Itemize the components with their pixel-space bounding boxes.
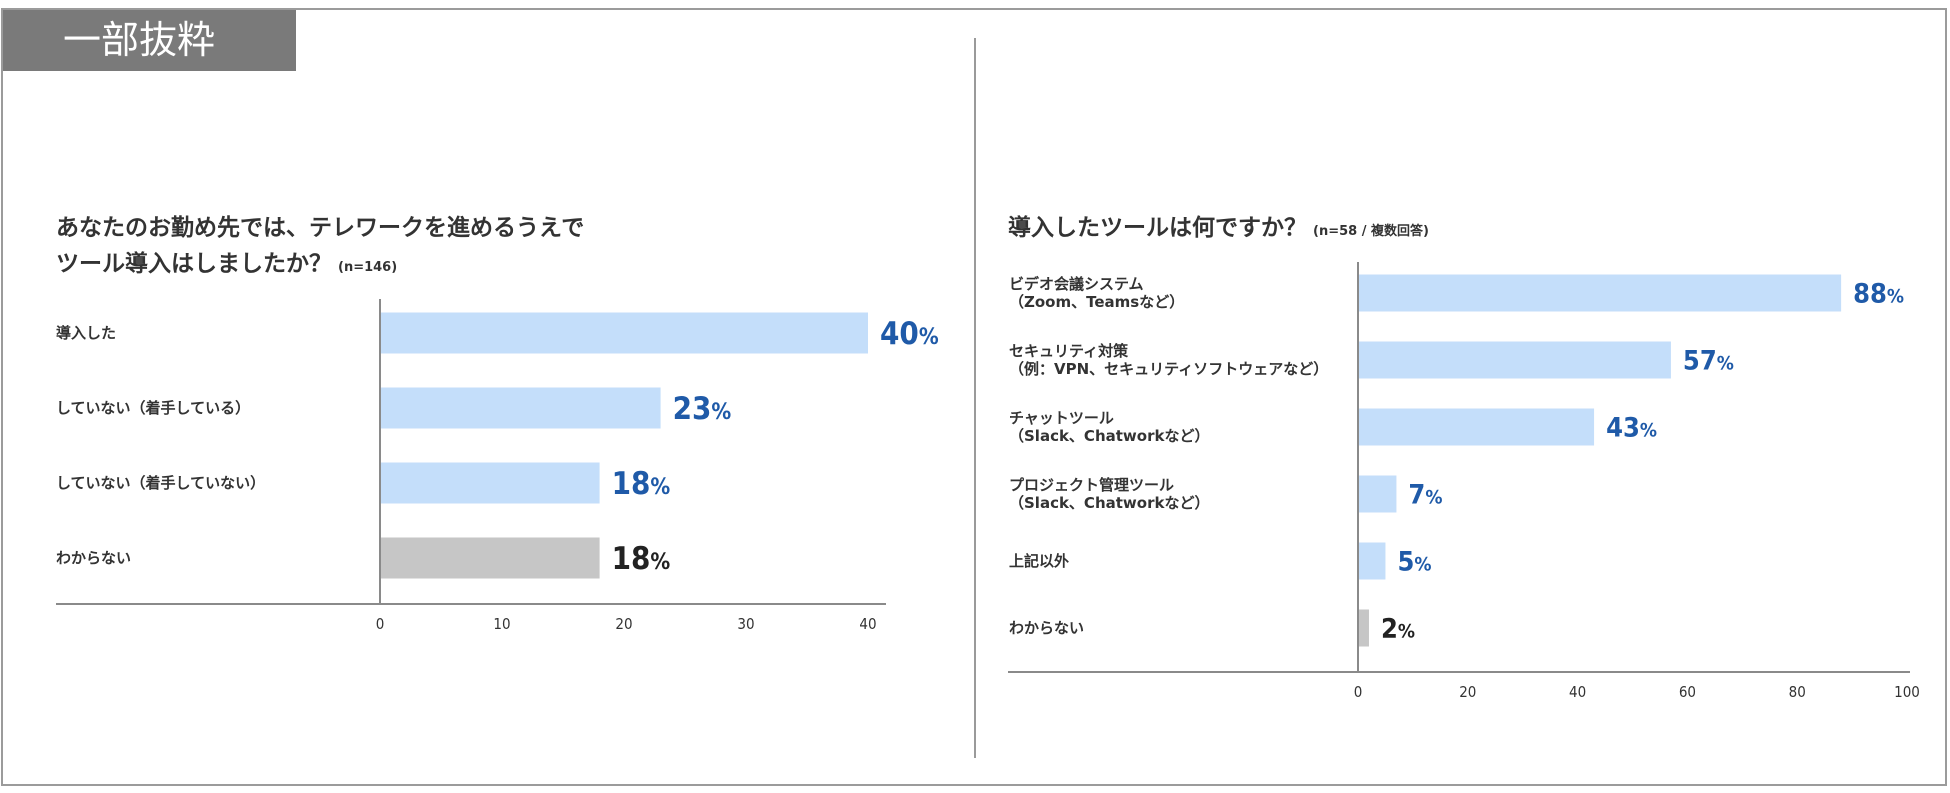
- chart2-category-label: プロジェクト管理ツール: [1009, 476, 1174, 494]
- chart2-title: 導入したツールは何ですか？ (n=58 / 複数回答): [1008, 210, 1429, 250]
- chart1-category-label: 導入した: [56, 324, 116, 342]
- chart1-value-label: 18%: [612, 466, 671, 502]
- chart1-value-unit: %: [650, 550, 670, 575]
- chart2-value-label: 88%: [1853, 279, 1904, 310]
- chart2-x-tick-label: 100: [1894, 683, 1920, 701]
- chart1-value-number: 23: [673, 391, 712, 427]
- chart2-value-unit: %: [1425, 487, 1442, 509]
- chart2-value-label: 5%: [1397, 547, 1431, 578]
- chart1-title-line2: ツール導入はしましたか？: [56, 251, 332, 277]
- chart2-category-label: チャットツール: [1009, 409, 1114, 427]
- chart2-category-label: 上記以外: [1009, 552, 1069, 570]
- chart1-category-label: していない（着手している）: [56, 399, 250, 417]
- chart1-value-number: 40: [880, 316, 919, 352]
- chart2-value-number: 2: [1381, 614, 1398, 645]
- chart1-note: (n=146): [338, 260, 398, 275]
- chart2-value-label: 57%: [1683, 346, 1734, 377]
- chart2-value-label: 43%: [1606, 413, 1657, 444]
- chart2-category-label: （Zoom、Teamsなど）: [1009, 293, 1184, 311]
- chart1-x-tick-label: 10: [493, 615, 510, 633]
- chart1-value-number: 18: [612, 541, 651, 577]
- chart2-value-label: 7%: [1408, 480, 1442, 511]
- chart1-x-tick-label: 20: [615, 615, 632, 633]
- chart1-value-unit: %: [711, 400, 731, 425]
- chart1-value-label: 23%: [673, 391, 732, 427]
- chart2-value-unit: %: [1398, 621, 1415, 643]
- chart2-category-label: セキュリティ対策: [1009, 342, 1129, 360]
- chart1-title-line2-wrap: ツール導入はしましたか？ (n=146): [56, 246, 584, 286]
- chart2-value-unit: %: [1640, 420, 1657, 442]
- chart1-value-unit: %: [919, 325, 939, 350]
- chart2-value-number: 5: [1397, 547, 1414, 578]
- chart2-category-label: （Slack、Chatworkなど）: [1009, 427, 1209, 445]
- chart2-value-number: 7: [1408, 480, 1425, 511]
- chart1-bar: [381, 312, 868, 354]
- chart2-value-unit: %: [1887, 286, 1904, 308]
- chart2-bar: [1359, 341, 1671, 379]
- chart1-value-number: 18: [612, 466, 651, 502]
- chart1-value-unit: %: [650, 475, 670, 500]
- chart1-title: あなたのお勤め先では、テレワークを進めるうえで ツール導入はしましたか？ (n=1…: [56, 210, 584, 286]
- chart2-value-unit: %: [1414, 554, 1431, 576]
- chart1-x-tick-label: 0: [376, 615, 385, 633]
- chart1-category-label: していない（着手していない）: [56, 474, 265, 492]
- chart2-category-label: ビデオ会議システム: [1009, 275, 1144, 293]
- chart2-x-tick-label: 60: [1679, 683, 1696, 701]
- chart2-category-label: （例：VPN、セキュリティソフトウェアなど）: [1009, 360, 1328, 378]
- chart2-bar: [1359, 542, 1386, 580]
- chart1-bar: [381, 462, 600, 504]
- chart2-note: (n=58 / 複数回答): [1313, 224, 1429, 239]
- chart2-bar: [1359, 609, 1369, 647]
- chart2-value-number: 43: [1606, 413, 1640, 444]
- chart2-value-number: 57: [1683, 346, 1717, 377]
- chart2-value-unit: %: [1717, 353, 1734, 375]
- chart2-bar: [1359, 274, 1842, 312]
- chart1-category-label: わからない: [56, 549, 131, 567]
- section-tag: 一部抜粋: [3, 10, 296, 71]
- chart1-title-line1: あなたのお勤め先では、テレワークを進めるうえで: [56, 215, 585, 241]
- chart2-x-tick-label: 0: [1354, 683, 1363, 701]
- chart2-bar: [1359, 408, 1595, 446]
- chart1-value-label: 18%: [612, 541, 671, 577]
- chart1-x-tick-label: 40: [859, 615, 876, 633]
- chart2-bar: [1359, 475, 1397, 513]
- chart1-value-label: 40%: [880, 316, 939, 352]
- chart2-x-tick-label: 20: [1459, 683, 1476, 701]
- chart2-value-label: 2%: [1381, 614, 1415, 645]
- panel-divider: [974, 38, 976, 758]
- chart2-title-line1: 導入したツールは何ですか？: [1008, 215, 1307, 241]
- chart2-category-label: わからない: [1009, 619, 1084, 637]
- chart1-x-tick-label: 30: [737, 615, 754, 633]
- chart2-x-tick-label: 80: [1789, 683, 1806, 701]
- chart1-bar: [381, 537, 600, 579]
- chart2-category-label: （Slack、Chatworkなど）: [1009, 494, 1209, 512]
- chart2-x-tick-label: 40: [1569, 683, 1586, 701]
- chart1-bar: [381, 387, 661, 429]
- chart2-value-number: 88: [1853, 279, 1887, 310]
- slide-frame: [1, 8, 1947, 786]
